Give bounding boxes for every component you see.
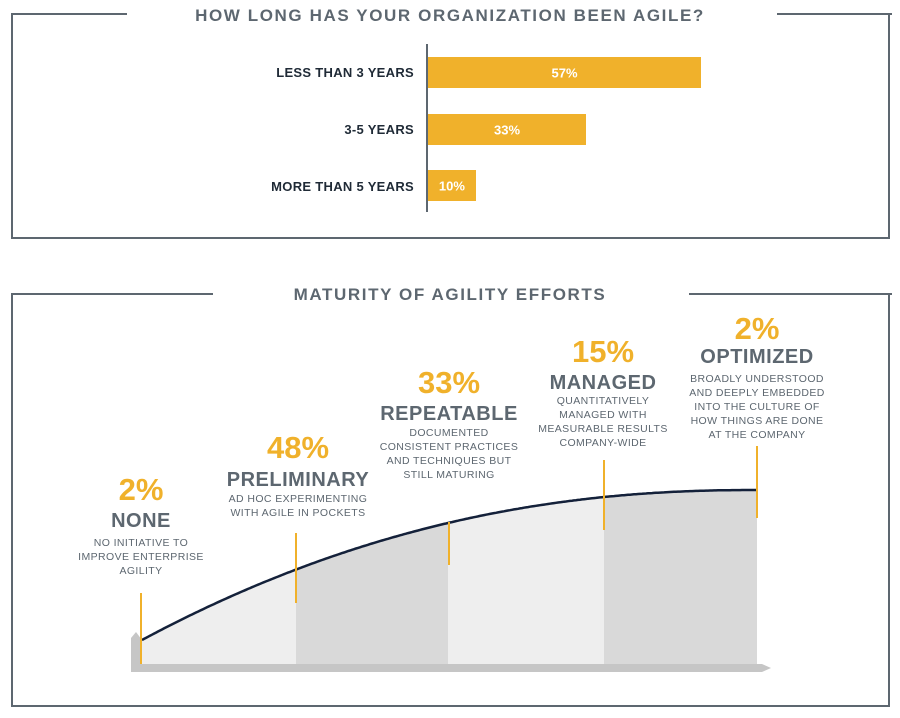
agile-duration-panel (11, 13, 892, 239)
stage-repeatable-description: DOCUMENTED CONSISTENT PRACTICES AND TECH… (380, 426, 519, 482)
stage-repeatable-desc-line: STILL MATURING (403, 469, 495, 481)
bar-label-3-5-years: 3-5 YEARS (344, 122, 414, 137)
stage-preliminary-desc-line: AD HOC EXPERIMENTING (228, 493, 368, 505)
bar-chart-axis (426, 44, 428, 212)
stage-optimized-description: BROADLY UNDERSTOOD AND DEEPLY EMBEDDED I… (689, 372, 825, 442)
maturity-band (296, 523, 448, 664)
bar-3-5-years: 33% (428, 114, 587, 145)
maturity-base-cap (131, 632, 142, 664)
stage-preliminary-name: PRELIMINARY (226, 469, 370, 491)
maturity-base-arrow (131, 664, 771, 672)
bar-value-label: 10% (438, 178, 465, 193)
bar-more-than-5-years: 10% (428, 170, 476, 201)
stage-optimized-desc-line: AT THE COMPANY (708, 429, 806, 441)
stage-repeatable-name: REPEATABLE (380, 403, 518, 425)
stage-repeatable-percent: 33% (417, 365, 481, 400)
bar-value-label: 57% (551, 65, 578, 80)
stage-optimized-name: OPTIMIZED (700, 346, 814, 368)
stage-managed-desc-line: QUANTITATIVELY (556, 395, 650, 407)
panel-top-rule-right (689, 293, 892, 295)
stage-none-percent: 2% (118, 472, 164, 507)
stage-preliminary-percent: 48% (266, 430, 330, 465)
stage-managed-percent: 15% (571, 334, 635, 369)
stage-preliminary-description: AD HOC EXPERIMENTING WITH AGILE IN POCKE… (229, 492, 368, 520)
stage-managed-description: QUANTITATIVELY MANAGED WITH MEASURABLE R… (538, 394, 668, 450)
stage-none-name: NONE (111, 510, 171, 532)
stage-optimized-desc-line: AND DEEPLY EMBEDDED (689, 387, 825, 399)
maturity-chart-title: MATURITY OF AGILITY EFFORTS (293, 285, 607, 304)
maturity-band (142, 569, 296, 664)
bar-value-label: 33% (494, 122, 521, 137)
panel-top-rule-right (777, 13, 892, 15)
stage-preliminary-desc-line: WITH AGILE IN POCKETS (230, 507, 366, 519)
panel-top-rule-left (11, 293, 213, 295)
bar-chart-title: HOW LONG HAS YOUR ORGANIZATION BEEN AGIL… (195, 6, 705, 25)
bar-less-than-3-years: 57% (428, 57, 701, 88)
stage-optimized-percent: 2% (734, 311, 780, 346)
stage-none-desc-line: AGILITY (119, 565, 163, 577)
maturity-band (604, 490, 757, 664)
stage-none-description: NO INITIATIVE TO IMPROVE ENTERPRISE AGIL… (78, 536, 204, 578)
stage-repeatable-desc-line: CONSISTENT PRACTICES (379, 441, 519, 453)
stage-optimized-desc-line: BROADLY UNDERSTOOD (690, 373, 824, 385)
bar-label-less-than-3-years: LESS THAN 3 YEARS (276, 65, 414, 80)
panel-top-rule-left (11, 13, 127, 15)
stage-optimized-desc-line: INTO THE CULTURE OF (694, 401, 820, 413)
stage-managed-desc-line: MANAGED WITH (559, 409, 647, 421)
bar-label-more-than-5-years: MORE THAN 5 YEARS (271, 179, 414, 194)
stage-managed-name: MANAGED (549, 372, 657, 394)
stage-none-desc-line: IMPROVE ENTERPRISE (78, 551, 204, 563)
stage-managed-desc-line: COMPANY-WIDE (559, 437, 647, 449)
stage-managed-desc-line: MEASURABLE RESULTS (538, 423, 668, 435)
stage-none-desc-line: NO INITIATIVE TO (93, 537, 189, 549)
maturity-band (448, 497, 604, 664)
stage-repeatable-desc-line: DOCUMENTED (409, 427, 489, 439)
stage-optimized-desc-line: HOW THINGS ARE DONE (690, 415, 824, 427)
maturity-panel (11, 293, 892, 707)
stage-repeatable-desc-line: AND TECHNIQUES BUT (386, 455, 512, 467)
